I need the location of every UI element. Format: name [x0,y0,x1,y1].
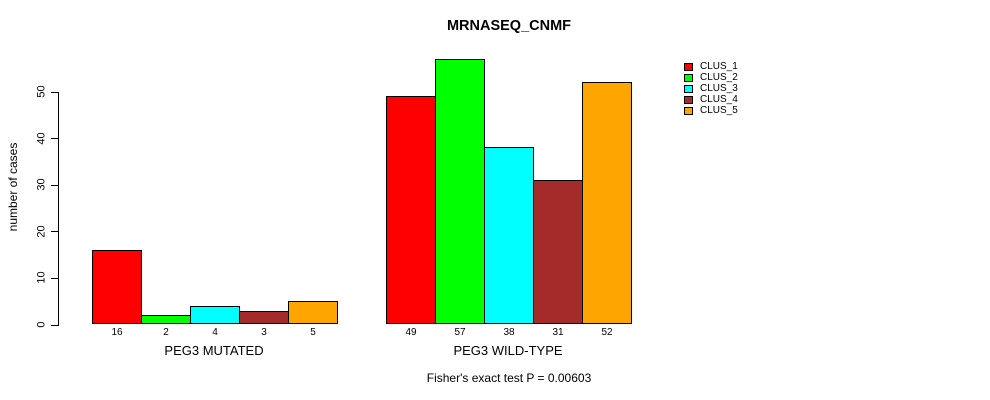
y-axis-tick [51,277,58,279]
bar-clus_5-peg3-mutated [288,301,338,325]
bar-clus_1-peg3-mutated [92,249,142,325]
y-axis-tick [51,231,58,233]
legend-label-clus_4: CLUS_4 [700,94,738,105]
bar-value-label: 2 [163,327,169,338]
bar-value-label: 38 [503,327,515,338]
x-group-label-peg3-wild-type: PEG3 WILD-TYPE [453,343,563,358]
bar-value-label: 31 [552,327,564,338]
legend-swatch-clus_5 [684,107,693,115]
bar-clus_1-peg3-wild-type [386,96,436,325]
bar-clus_5-peg3-wild-type [582,82,632,325]
legend-swatch-clus_1 [684,63,693,71]
bar-value-label: 16 [111,327,123,338]
bar-clus_2-peg3-wild-type [435,58,485,325]
bar-value-label: 3 [261,327,267,338]
legend-swatch-clus_2 [684,74,693,82]
y-tick-label: 40 [35,131,48,145]
legend-swatch-clus_4 [684,96,693,104]
y-tick-label: 50 [35,85,48,98]
bar-clus_4-peg3-wild-type [533,180,583,325]
bar-value-label: 49 [405,327,417,338]
fishers-test-caption: Fisher's exact test P = 0.00603 [426,371,592,385]
x-group-label-peg3-mutated: PEG3 MUTATED [164,343,264,358]
y-tick-label: 0 [35,321,48,328]
y-axis-tick [51,91,58,93]
chart-title: MRNASEQ_CNMF [446,18,572,34]
legend-label-clus_3: CLUS_3 [700,83,738,94]
y-axis-line [58,91,59,326]
y-axis-label: number of cases [6,142,20,232]
bar-value-label: 5 [310,327,316,338]
y-tick-label: 20 [35,225,48,238]
y-tick-label: 30 [35,178,48,191]
y-axis-tick [51,138,58,140]
bar-clus_3-peg3-mutated [190,305,240,325]
bar-clus_2-peg3-mutated [141,315,191,325]
bar-value-label: 52 [601,327,613,338]
y-axis-tick [51,184,58,186]
bar-clus_4-peg3-mutated [239,310,289,325]
legend-label-clus_1: CLUS_1 [700,61,738,72]
y-axis-tick [51,324,58,326]
legend-swatch-clus_3 [684,85,693,93]
legend-label-clus_5: CLUS_5 [700,105,738,116]
bar-value-label: 57 [454,327,466,338]
bar-value-label: 4 [212,327,218,338]
bar-clus_3-peg3-wild-type [484,147,534,325]
y-tick-label: 10 [35,271,48,285]
legend-label-clus_2: CLUS_2 [700,72,738,83]
